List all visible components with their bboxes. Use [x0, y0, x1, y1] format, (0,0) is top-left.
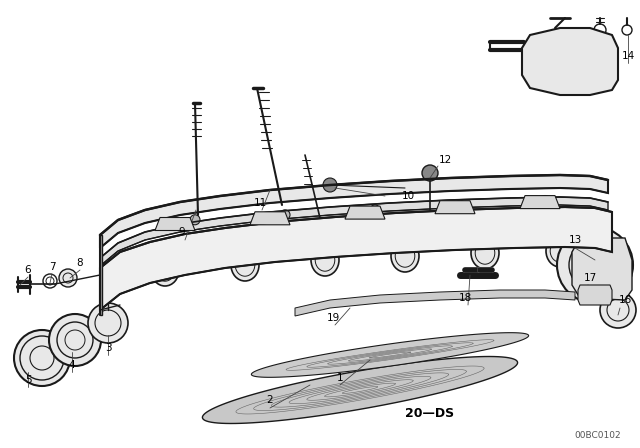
Ellipse shape [557, 44, 585, 79]
Polygon shape [100, 235, 102, 315]
Ellipse shape [546, 235, 574, 267]
Circle shape [88, 303, 128, 343]
Text: 20—DS: 20—DS [405, 406, 454, 419]
Text: 5: 5 [25, 375, 31, 385]
Circle shape [422, 165, 438, 181]
Circle shape [280, 210, 290, 220]
Ellipse shape [151, 254, 179, 286]
Text: 13: 13 [568, 235, 582, 245]
Text: 15: 15 [538, 50, 552, 60]
Text: 19: 19 [326, 313, 340, 323]
Text: 1: 1 [337, 373, 343, 383]
Circle shape [323, 178, 337, 192]
Text: 11: 11 [253, 198, 267, 208]
Circle shape [370, 205, 380, 215]
Polygon shape [252, 333, 529, 377]
Text: 8: 8 [77, 258, 83, 268]
Circle shape [49, 314, 101, 366]
Polygon shape [345, 206, 385, 219]
Polygon shape [100, 175, 608, 248]
Circle shape [59, 269, 77, 287]
Circle shape [14, 330, 70, 386]
Text: 7: 7 [49, 262, 55, 272]
Circle shape [600, 292, 636, 328]
Polygon shape [202, 357, 518, 423]
Text: 4: 4 [68, 360, 76, 370]
Ellipse shape [231, 249, 259, 281]
Ellipse shape [311, 244, 339, 276]
Circle shape [557, 227, 633, 303]
Text: 2: 2 [267, 395, 273, 405]
Text: 6: 6 [25, 265, 31, 275]
Text: 18: 18 [458, 293, 472, 303]
Circle shape [540, 195, 550, 206]
Text: 9: 9 [179, 227, 186, 237]
Polygon shape [435, 201, 475, 214]
Polygon shape [155, 217, 195, 231]
Polygon shape [100, 207, 612, 310]
Text: 00BC0102: 00BC0102 [575, 431, 621, 439]
Polygon shape [295, 290, 575, 316]
Circle shape [190, 215, 200, 225]
Polygon shape [572, 238, 632, 300]
Ellipse shape [548, 34, 593, 90]
Text: 3: 3 [105, 343, 111, 353]
Text: 14: 14 [621, 51, 635, 61]
Text: 17: 17 [584, 273, 596, 283]
Polygon shape [522, 28, 618, 95]
Ellipse shape [471, 237, 499, 269]
Polygon shape [578, 285, 612, 305]
Ellipse shape [391, 240, 419, 272]
Circle shape [455, 200, 465, 210]
Polygon shape [520, 196, 560, 209]
Polygon shape [100, 197, 608, 266]
Text: 10: 10 [401, 191, 415, 201]
Text: 12: 12 [438, 155, 452, 165]
Text: 16: 16 [618, 295, 632, 305]
Polygon shape [250, 212, 290, 225]
